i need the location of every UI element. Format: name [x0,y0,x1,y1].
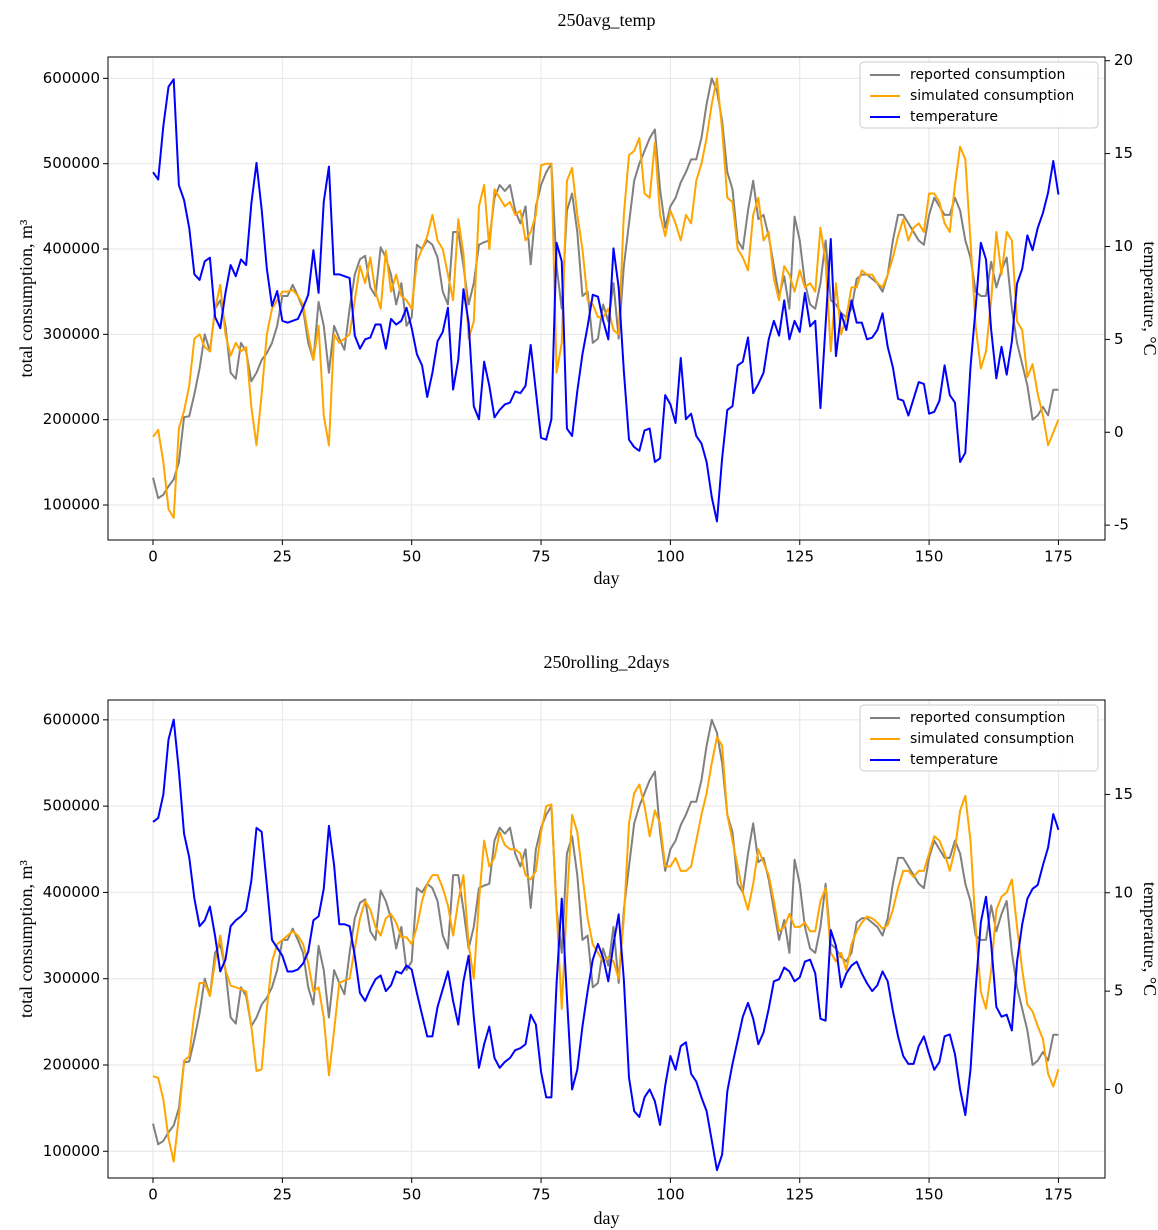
x-tick-label: 0 [148,1186,158,1204]
x-tick-label: 100 [656,1186,685,1204]
data-line [152,718,1060,1172]
y-tick-label: 500000 [43,797,100,815]
y-tick-label: 300000 [43,969,100,987]
y-tick-label: 400000 [43,883,100,901]
x-tick-label: 125 [785,1186,814,1204]
legend-label: simulated consumption [910,731,1074,747]
legend-label: simulated consumption [910,88,1074,104]
y2-axis-label: temperature, °C [1140,882,1158,996]
y-tick-label: 600000 [43,710,100,728]
x-tick-label: 25 [273,548,292,566]
x-tick-label: 75 [532,548,551,566]
data-line [152,77,1060,519]
y2-tick-label: 20 [1114,51,1133,69]
y2-tick-label: 0 [1114,1080,1124,1098]
x-tick-label: 125 [785,548,814,566]
legend-label: temperature [910,752,998,768]
y2-tick-label: 5 [1114,330,1124,348]
y-tick-label: 300000 [43,325,100,343]
data-line [152,77,1059,500]
y-tick-label: 600000 [43,69,100,87]
y-axis-label: total consumption, m³ [16,219,36,377]
legend-label: temperature [910,109,998,125]
x-tick-label: 50 [402,548,421,566]
y-tick-label: 100000 [43,1142,100,1160]
x-axis-label: day [594,1208,620,1228]
legend: reported consumption simulated consumptio… [859,61,1099,129]
y2-tick-label: 5 [1114,982,1124,1000]
y-tick-label: 500000 [43,154,100,172]
y-tick-label: 200000 [43,1055,100,1073]
plot-area [152,718,1060,1172]
y2-tick-label: -5 [1114,516,1129,534]
y-tick-label: 400000 [43,240,100,258]
chart-title: 250avg_temp [558,10,656,30]
legend-box [859,704,1099,772]
x-tick-label: 150 [915,1186,944,1204]
x-tick-label: 150 [915,548,944,566]
y2-tick-label: 0 [1114,423,1124,441]
x-tick-label: 175 [1044,1186,1073,1204]
data-line [152,736,1060,1163]
x-tick-label: 50 [402,1186,421,1204]
y-tick-label: 100000 [43,496,100,514]
legend: reported consumption simulated consumptio… [859,704,1099,772]
x-axis-label: day [594,568,620,588]
data-line [152,718,1059,1146]
y2-tick-label: 15 [1114,785,1133,803]
chart-title: 250rolling_2days [544,652,670,672]
y2-tick-label: 10 [1114,237,1133,255]
y2-tick-label: 10 [1114,883,1133,901]
y-tick-label: 200000 [43,410,100,428]
plot-area [152,77,1060,523]
legend-box [859,61,1099,129]
data-line [152,78,1060,523]
x-tick-label: 100 [656,548,685,566]
x-tick-label: 75 [532,1186,551,1204]
x-tick-label: 0 [148,548,158,566]
legend-label: reported consumption [910,67,1065,83]
legend-label: reported consumption [910,710,1065,726]
y-axis-label: total consumption, m³ [16,859,36,1017]
y2-axis-label: temperature, °C [1140,241,1158,355]
y2-tick-label: 15 [1114,144,1133,162]
plot-frame [107,699,1106,1179]
plot-frame [107,56,1106,541]
x-tick-label: 175 [1044,548,1073,566]
x-tick-label: 25 [273,1186,292,1204]
